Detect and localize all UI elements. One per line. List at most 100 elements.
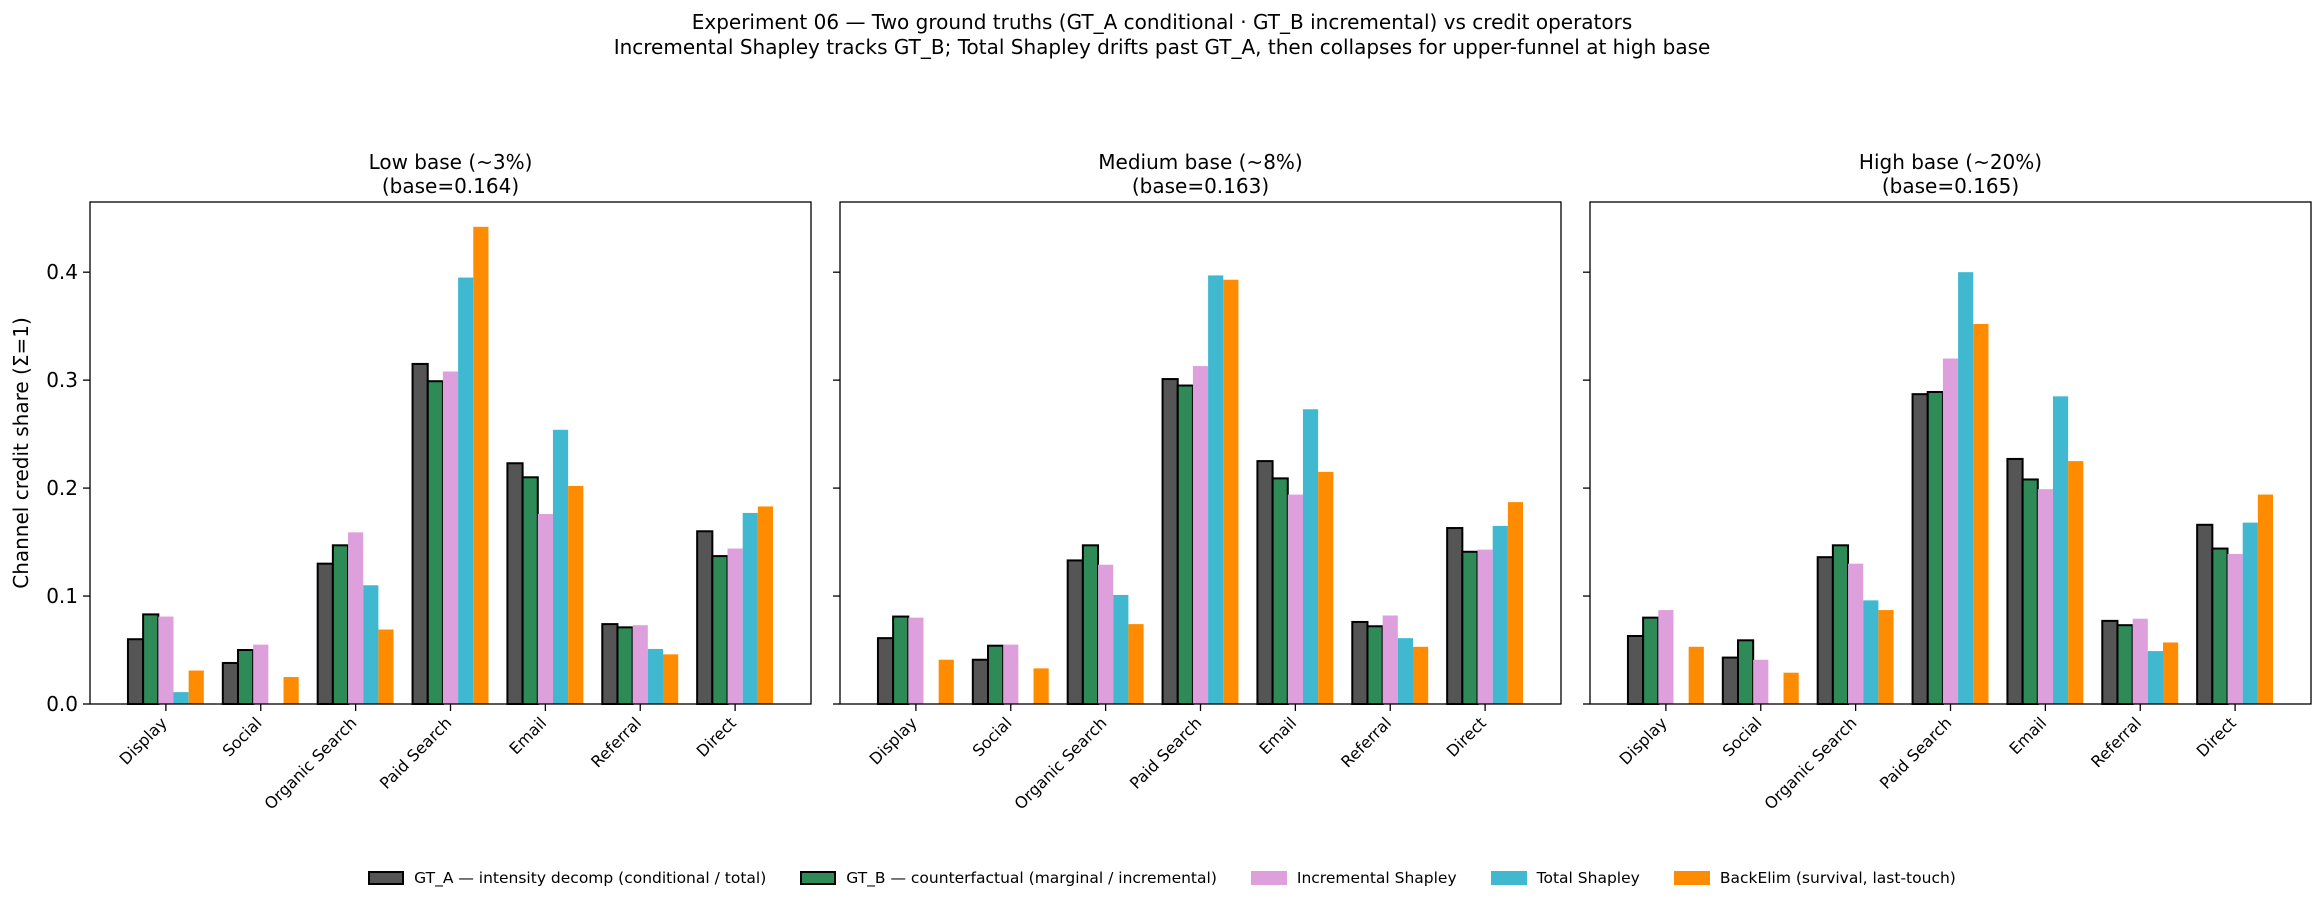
- bar-1-paid-search: [411, 362, 429, 705]
- y-tick-label: 0.4: [46, 260, 78, 284]
- bar-4-display: [173, 692, 189, 704]
- bar-4-referral: [2147, 651, 2164, 704]
- panel-subtitle: (base=0.163): [1132, 174, 1269, 198]
- bar-1-social: [1721, 656, 1739, 705]
- bar-4-direct: [742, 512, 758, 704]
- x-tick-label: Paid Search: [376, 713, 455, 792]
- bar-5-email: [568, 485, 584, 704]
- bar-2-direct: [711, 555, 729, 706]
- bar-3-paid-search: [1192, 366, 1209, 704]
- legend-label: GT_B — counterfactual (marginal / increm…: [846, 869, 1217, 887]
- bars: [876, 275, 1524, 706]
- legend-item-5: BackElim (survival, last-touch): [1673, 869, 1956, 887]
- y-tick-label: 0.0: [46, 692, 78, 716]
- bar-5-email: [2068, 461, 2084, 704]
- bar-5-organic-search: [1878, 610, 1894, 704]
- bar-1-referral: [1351, 620, 1369, 706]
- panel-title: High base (~20%): [1859, 150, 2042, 174]
- y-axis-label: Channel credit share (Σ=1): [9, 317, 33, 589]
- bar-4-organic-search: [1113, 594, 1129, 704]
- bar-1-referral: [601, 623, 619, 705]
- legend-item-4: Total Shapley: [1490, 869, 1640, 887]
- bar-3-organic-search: [1848, 563, 1864, 704]
- bar-2-paid-search: [426, 380, 444, 705]
- bar-1-email: [2006, 457, 2024, 705]
- bar-2-social: [986, 644, 1005, 706]
- bar-4-referral: [1397, 638, 1414, 704]
- x-tick-label: Paid Search: [1876, 713, 1955, 792]
- bar-3-email: [537, 513, 553, 704]
- panel-subtitle: (base=0.165): [1882, 174, 2019, 198]
- x-tick-label: Display: [116, 713, 171, 768]
- bar-5-referral: [663, 654, 679, 704]
- bar-3-referral: [632, 625, 648, 704]
- bar-2-direct: [1461, 550, 1479, 705]
- panel-title: Low base (~3%): [369, 150, 533, 174]
- bar-5-social: [1783, 672, 1799, 704]
- legend-label: Total Shapley: [1536, 869, 1640, 887]
- bar-4-organic-search: [1863, 600, 1879, 704]
- bar-5-paid-search: [1973, 323, 1989, 704]
- x-tick-label: Email: [2005, 713, 2050, 758]
- bar-3-direct: [1477, 549, 1493, 704]
- bar-3-display: [1658, 610, 1674, 704]
- x-tick-label: Organic Search: [1761, 713, 1861, 813]
- x-tick-label: Referral: [2087, 713, 2145, 771]
- legend-item-1: GT_A — intensity decomp (conditional / t…: [368, 869, 766, 887]
- y-tick-label: 0.1: [46, 584, 78, 608]
- figure-title-line-2: Incremental Shapley tracks GT_B; Total S…: [613, 35, 1711, 59]
- bar-4-direct: [2242, 522, 2258, 704]
- figure-title-line-1: Experiment 06 — Two ground truths (GT_A …: [691, 10, 1633, 34]
- x-tick-label: Referral: [1337, 713, 1395, 771]
- x-tick-label: Direct: [693, 713, 740, 760]
- bar-3-paid-search: [1942, 358, 1959, 704]
- bar-5-referral: [1413, 646, 1429, 704]
- bar-2-paid-search: [1926, 391, 1944, 705]
- x-tick-label: Social: [969, 713, 1016, 760]
- bar-4-paid-search: [458, 277, 474, 704]
- legend-item-3: Incremental Shapley: [1250, 869, 1457, 887]
- bar-2-display: [142, 613, 160, 705]
- bar-4-email: [552, 429, 569, 704]
- bar-1-organic-search: [1816, 556, 1834, 705]
- bar-3-social: [253, 644, 269, 704]
- bar-1-direct: [2196, 523, 2214, 705]
- legend-swatch: [1673, 871, 1710, 885]
- legend-label: Incremental Shapley: [1296, 869, 1457, 887]
- x-tick-label: Direct: [2193, 713, 2240, 760]
- bar-3-paid-search: [442, 371, 459, 704]
- bar-5-display: [938, 659, 954, 704]
- bar-2-referral: [1366, 625, 1384, 706]
- bar-5-display: [188, 670, 204, 704]
- bar-3-direct: [2227, 553, 2243, 704]
- bar-2-organic-search: [331, 544, 350, 705]
- panel-1: Low base (~3%)(base=0.164) 0.0 0.1 0.2 0.3 0.…: [46, 150, 812, 813]
- x-tick-label: Organic Search: [261, 713, 361, 813]
- bar-1-display: [876, 637, 895, 705]
- bar-1-direct: [1446, 527, 1464, 705]
- bar-5-social: [283, 677, 299, 704]
- bar-2-direct: [2211, 547, 2229, 705]
- panel-2: Medium base (~8%)(base=0.163) Display Soci…: [833, 150, 1562, 813]
- bar-3-social: [1003, 644, 1019, 704]
- legend-swatch: [368, 871, 405, 885]
- bar-3-display: [908, 617, 924, 704]
- bar-5-organic-search: [378, 629, 394, 704]
- legend-swatch: [1490, 871, 1527, 885]
- bar-1-display: [1626, 634, 1645, 706]
- x-tick-label: Referral: [587, 713, 645, 771]
- bar-3-display: [158, 616, 174, 704]
- bar-1-social: [221, 661, 239, 705]
- bar-5-email: [1318, 471, 1334, 704]
- bar-3-social: [1753, 659, 1769, 704]
- legend-item-2: GT_B — counterfactual (marginal / increm…: [800, 869, 1217, 887]
- bar-5-paid-search: [1223, 279, 1239, 704]
- legend-label: BackElim (survival, last-touch): [1719, 869, 1956, 887]
- bar-1-paid-search: [1161, 378, 1179, 705]
- bar-2-display: [1642, 616, 1660, 705]
- bar-2-referral: [2116, 624, 2134, 706]
- bar-2-paid-search: [1176, 384, 1194, 705]
- bars: [126, 226, 774, 706]
- bar-4-paid-search: [1958, 272, 1974, 704]
